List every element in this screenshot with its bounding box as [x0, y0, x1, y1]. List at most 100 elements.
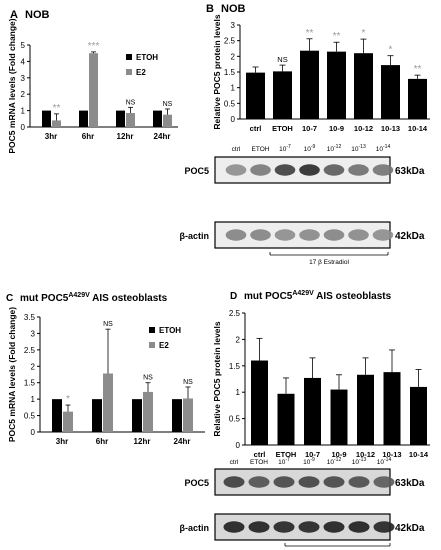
bar-A-e2-3hr	[52, 120, 61, 127]
blot-band	[373, 521, 395, 533]
significance-C: NS	[143, 375, 153, 382]
lane-label-text: ctrl	[232, 146, 241, 153]
panel-d-letter: D	[230, 291, 237, 302]
lane-label-exponent: -12	[334, 457, 341, 463]
bar-C-etoh-24hr	[172, 399, 182, 432]
bar-A-etoh-24hr	[153, 110, 162, 127]
y-tick-label-A: 2	[21, 90, 26, 99]
y-tick-label-C: 0.5	[24, 412, 36, 421]
blot-band	[250, 164, 271, 176]
x-tick-label-B: ctrl	[250, 124, 262, 133]
x-tick-label-A: 12hr	[117, 132, 134, 141]
blot-band	[373, 476, 395, 488]
significance-B: NS	[277, 55, 287, 64]
lane-label-exponent: -12	[334, 144, 341, 150]
y-tick-label-A: 5	[21, 41, 26, 50]
y-tick-label-C: 1.5	[24, 379, 36, 388]
blot-band	[372, 164, 394, 176]
bar-D-ctrl	[251, 360, 268, 445]
y-tick-label-A: 1	[21, 107, 26, 116]
x-tick-label-D: 10-14	[409, 450, 429, 459]
significance-B: **	[333, 31, 341, 42]
x-tick-label-D: 10-13	[382, 450, 401, 459]
bar-D-10-13	[383, 372, 401, 445]
x-tick-label-C: 6hr	[96, 437, 108, 446]
lane-label: 10-9	[303, 457, 315, 466]
panel-d-title-suffix: AIS osteoblasts	[314, 291, 392, 302]
y-tick-label-C: 1	[31, 395, 36, 404]
y-tick-label-B: 0.5	[224, 99, 236, 108]
x-tick-label-B: ETOH	[272, 124, 293, 133]
lane-label: ctrl	[230, 459, 239, 466]
bar-C-e2-12hr	[143, 391, 153, 432]
y-tick-label-D: 0.5	[229, 415, 241, 424]
blot-band	[348, 164, 369, 176]
bar-C-e2-6hr	[103, 373, 113, 432]
y-tick-label-D: 0	[236, 441, 241, 450]
blot-band	[323, 476, 345, 488]
blot-band	[274, 164, 296, 176]
blot-band	[274, 229, 296, 241]
y-tick-label-C: 2	[31, 362, 36, 371]
y-tick-label-B: 0	[231, 115, 236, 124]
x-tick-label-C: 24hr	[174, 437, 191, 446]
blot-band	[273, 521, 295, 533]
x-tick-label-A: 6hr	[82, 132, 94, 141]
significance-C: NS	[103, 321, 113, 328]
significance-A: NS	[163, 101, 173, 108]
legend-swatch-C	[149, 327, 155, 333]
legend-swatch-A	[126, 69, 132, 75]
y-tick-label-D: 1.5	[229, 362, 241, 371]
blot-band	[225, 164, 247, 176]
y-tick-label-B: 2	[231, 52, 236, 61]
panel-d-title-prefix: mut POC5	[244, 291, 293, 302]
significance-B: *	[362, 28, 366, 39]
blot-band	[323, 521, 345, 533]
lane-label-text: ETOH	[252, 146, 270, 153]
bar-D-10-7	[304, 377, 321, 445]
legend-label-C: E2	[159, 341, 169, 350]
lane-label-text: 10	[327, 459, 335, 466]
y-tick-label-B: 2.5	[224, 37, 236, 46]
significance-B: **	[306, 28, 314, 39]
lane-label-text: 10	[351, 146, 359, 153]
panel-d-title-sup: A429V	[292, 290, 314, 297]
y-axis-label-B: Relative POC5 protein levels	[212, 14, 222, 130]
panel-c-title-suffix: AIS osteoblasts	[90, 293, 168, 304]
y-axis-label-group-C: POC5 mRNA levels (Fold change)	[7, 307, 17, 442]
significance-B: **	[414, 64, 422, 75]
significance-B: *	[389, 45, 393, 56]
x-tick-label-D: ctrl	[254, 450, 266, 459]
x-tick-label-B: 10-14	[408, 124, 428, 133]
bar-C-e2-24hr	[183, 398, 193, 432]
x-tick-label-B: 10-13	[381, 124, 400, 133]
lane-label-exponent: -9	[310, 457, 315, 463]
lane-label: 10-12	[327, 457, 342, 466]
y-tick-label-A: 4	[21, 57, 26, 66]
legend-swatch-C	[149, 342, 155, 348]
bar-C-etoh-3hr	[52, 399, 62, 432]
bar-A-e2-6hr	[89, 53, 98, 128]
lane-label-text: 10	[279, 146, 287, 153]
bar-B-10-14	[408, 78, 427, 119]
lane-label-text: 10	[278, 459, 286, 466]
panel-b-letter: B	[206, 3, 214, 15]
blot-row-label: POC5	[184, 166, 209, 176]
x-tick-label-D: 10-7	[305, 450, 320, 459]
y-tick-label-C: 3.5	[24, 313, 36, 322]
y-tick-label-D: 1	[236, 388, 241, 397]
x-tick-label-B: 10-7	[302, 124, 317, 133]
legend-label-A: E2	[136, 68, 146, 77]
x-tick-label-B: 10-12	[354, 124, 373, 133]
bar-D-ETOH	[277, 393, 295, 445]
x-tick-label-C: 12hr	[134, 437, 151, 446]
lane-label: 10-7	[279, 144, 291, 153]
panel-d-title: D mut POC5A429V AIS osteoblasts	[230, 290, 392, 302]
treatment-label: 17 β Estradiol	[309, 259, 349, 266]
blot-band	[348, 476, 370, 488]
y-axis-label-D: Relative POC5 protein levels	[212, 321, 222, 437]
lane-label-text: 10	[303, 459, 311, 466]
bar-C-e2-3hr	[63, 411, 73, 432]
legend-label-C: ETOH	[159, 326, 181, 335]
